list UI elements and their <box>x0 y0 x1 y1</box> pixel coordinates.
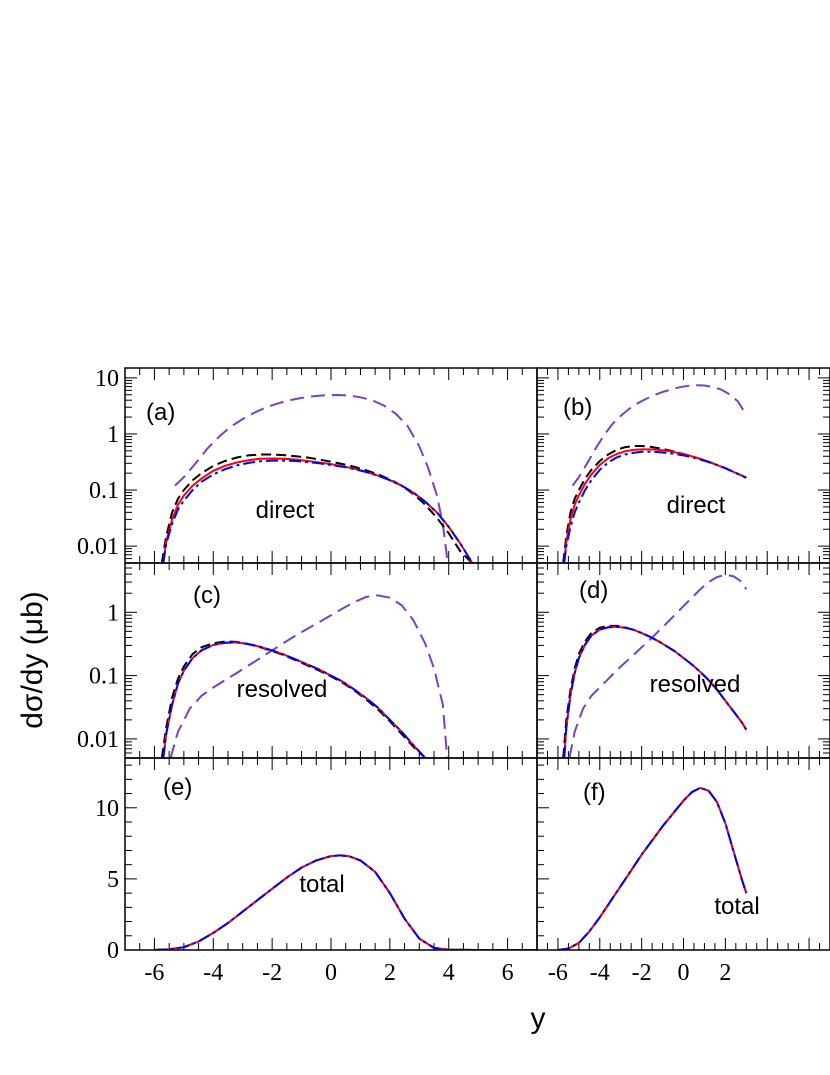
x-axis-title: y <box>531 1002 546 1035</box>
panel-f: -6 -4 -2 0 2 (f) total <box>536 757 830 986</box>
series-line-purple <box>571 384 748 487</box>
y-tick-label: 10 <box>95 796 119 822</box>
panel-e: 0 5 10 -6 -4 -2 0 2 4 6 (e) total <box>95 757 538 986</box>
x-tick-label: 2 <box>719 960 731 986</box>
panel-label: (c) <box>193 582 221 609</box>
y-tick-label: 1 <box>107 422 119 448</box>
series-line-blue <box>154 854 537 950</box>
series-line-purple <box>169 594 449 758</box>
y-tick-label: 10 <box>95 366 119 392</box>
y-axis-title: dσ/dy (μb) <box>16 591 49 729</box>
panel-annotation: resolved <box>237 676 328 703</box>
series-line-blue <box>563 625 748 758</box>
y-tick-label: 0 <box>107 938 119 964</box>
x-tick-label: -6 <box>548 960 568 986</box>
series-line-red <box>557 786 748 950</box>
series-line-blue <box>162 459 474 563</box>
x-tick-label: 0 <box>678 960 690 986</box>
series-line-blue <box>162 641 426 758</box>
series-line-red <box>154 854 537 950</box>
panels: 0.01 0.1 1 10 (a) direct (b) direct 0.01 0.1 1 (c) r… <box>77 366 830 986</box>
panel-annotation: total <box>714 893 759 920</box>
panel-d: (d) resolved <box>536 562 830 759</box>
panel-b: (b) direct <box>536 367 830 564</box>
panel-a: 0.01 0.1 1 10 (a) direct <box>77 366 538 564</box>
series-line-black <box>557 786 748 950</box>
y-tick-label: 0.01 <box>77 534 119 560</box>
series-line-black <box>154 854 537 950</box>
panel-label: (b) <box>563 394 592 421</box>
panel-frame <box>536 757 830 951</box>
y-tick-label: 5 <box>107 867 119 893</box>
panel-frame <box>124 367 538 564</box>
panel-label: (a) <box>146 399 175 426</box>
series-line-purple <box>174 393 449 559</box>
x-tick-label: -6 <box>144 960 164 986</box>
series-line-purple <box>568 573 748 758</box>
series-line-blue <box>563 450 747 563</box>
x-tick-label: 4 <box>443 960 455 986</box>
series-line-blue <box>557 786 748 950</box>
x-tick-label: 6 <box>502 960 514 986</box>
x-tick-label: -2 <box>632 960 652 986</box>
x-tick-label: -4 <box>590 960 610 986</box>
x-tick-label: 2 <box>384 960 396 986</box>
panel-annotation: direct <box>256 497 315 524</box>
y-tick-label: 0.1 <box>89 664 119 690</box>
panel-frame <box>124 562 538 759</box>
panel-annotation: total <box>299 871 344 898</box>
x-tick-label: 0 <box>325 960 337 986</box>
y-tick-label: 0.01 <box>77 727 119 753</box>
panel-c: 0.01 0.1 1 (c) resolved <box>77 562 538 759</box>
panel-label: (f) <box>583 779 606 806</box>
x-tick-label: -4 <box>203 960 223 986</box>
panel-annotation: resolved <box>650 671 741 698</box>
x-tick-label: -2 <box>262 960 282 986</box>
series-line-red <box>162 457 474 563</box>
panel-label: (d) <box>579 577 608 604</box>
series-line-black <box>160 453 473 563</box>
panel-label: (e) <box>163 774 192 801</box>
y-tick-label: 0.1 <box>89 478 119 504</box>
panel-annotation: direct <box>667 492 726 519</box>
y-tick-label: 1 <box>107 600 119 626</box>
